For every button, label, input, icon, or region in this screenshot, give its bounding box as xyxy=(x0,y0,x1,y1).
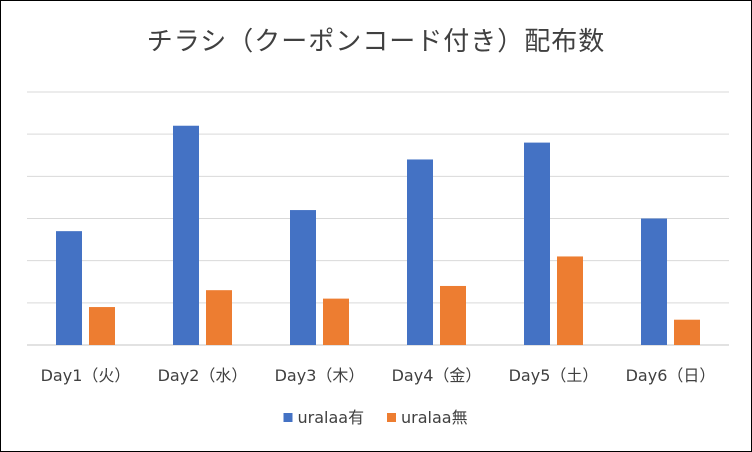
bar-series2-day2 xyxy=(206,290,232,345)
gridlines xyxy=(27,91,729,346)
legend-label: uralaa無 xyxy=(401,408,468,427)
x-tick-label: Day1（火） xyxy=(41,366,131,385)
bar-series1-day5 xyxy=(524,142,550,345)
bar-series1-day3 xyxy=(290,210,316,345)
legend-swatch xyxy=(283,413,293,422)
bar-series1-day6 xyxy=(641,218,667,345)
x-tick-label: Day2（水） xyxy=(158,366,248,385)
bar-series1-day1 xyxy=(56,231,82,345)
bar-series1-day4 xyxy=(407,159,433,345)
x-axis-tick-labels: Day1（火） Day2（水） Day3（木） Day4（金） Day5（土） Day6（… xyxy=(41,366,716,385)
bar-series2-day5 xyxy=(557,256,583,345)
x-tick-label: Day3（木） xyxy=(275,366,365,385)
x-tick-label: Day6（日） xyxy=(626,366,716,385)
chart-title: チラシ（クーポンコード付き）配布数 xyxy=(146,27,606,57)
bar-series2-day4 xyxy=(440,285,466,345)
x-tick-label: Day4（金） xyxy=(392,366,482,385)
x-tick-label: Day5（土） xyxy=(509,366,599,385)
legend-swatch xyxy=(387,413,396,422)
legend-label: uralaa有 xyxy=(298,408,365,427)
bars xyxy=(56,125,700,345)
legend: uralaa有 uralaa無 xyxy=(283,408,468,427)
bar-series1-day2 xyxy=(173,125,199,345)
bar-series2-day1 xyxy=(89,307,115,345)
bar-series2-day3 xyxy=(323,298,349,345)
bar-series2-day6 xyxy=(674,319,700,345)
